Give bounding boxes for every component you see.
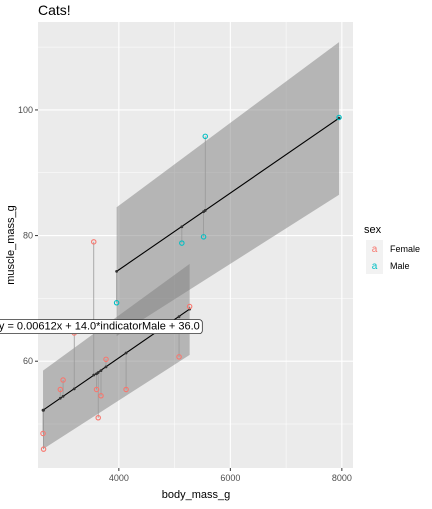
legend-label-female: Female: [390, 244, 420, 254]
legend-key-glyph: a: [372, 261, 378, 272]
data-point-female: [57, 386, 64, 393]
y-tick-label: 100: [18, 105, 33, 115]
fitted-point: [104, 365, 108, 369]
fitted-point: [58, 396, 62, 400]
fitted-point: [177, 315, 181, 319]
fitted-point: [180, 225, 184, 229]
annotation-text: y = 0.00612x + 14.0*indicatorMale + 36.0: [0, 321, 200, 333]
data-point-female: [103, 356, 109, 363]
data-point-male: [113, 300, 120, 306]
legend-key: [366, 240, 383, 257]
legend-title: sex: [364, 224, 382, 236]
x-axis-label: body_mass_g: [162, 489, 231, 501]
axes: 4000 6000 8000 60 80 100: [18, 105, 352, 483]
data-point-female: [186, 303, 193, 310]
data-point-female: [98, 393, 104, 399]
chart-title: Cats!: [38, 2, 71, 18]
fitted-point: [42, 408, 45, 412]
fitted-point: [96, 371, 100, 374]
fitted-point: [203, 209, 207, 212]
fitted-point: [72, 387, 76, 391]
data-point-female: [60, 377, 66, 383]
legend-label-male: Male: [390, 261, 410, 271]
fitted-point: [337, 116, 341, 120]
confidence-band-male: [116, 42, 340, 337]
data-point-female: [93, 386, 100, 393]
data-point-male: [202, 133, 209, 140]
fitted-point: [124, 351, 128, 355]
data-points: [40, 114, 342, 452]
data-point-female: [95, 414, 101, 421]
y-tick-label: 80: [23, 231, 33, 241]
legend-key: [366, 257, 383, 274]
x-tick-label: 6000: [220, 473, 240, 483]
fit-line-male: [116, 117, 340, 272]
y-tick-label: 60: [23, 356, 33, 366]
x-tick-label: 8000: [332, 473, 352, 483]
data-point-female: [91, 239, 97, 245]
data-point-male: [200, 234, 207, 240]
data-point-female: [40, 446, 47, 452]
data-point-female: [40, 430, 46, 437]
x-tick-label: 4000: [109, 473, 129, 483]
data-point-female: [123, 386, 129, 393]
confidence-bands: [43, 42, 340, 450]
data-point-male: [179, 240, 185, 246]
fitted-point: [115, 269, 119, 273]
y-axis-label: muscle_mass_g: [5, 205, 17, 284]
data-point-male: [336, 114, 342, 121]
fitted-point: [92, 373, 96, 377]
legend-key-glyph: a: [372, 244, 378, 255]
legend: sex a Female a Male: [364, 224, 420, 274]
fitted-point: [61, 394, 65, 398]
data-point-female: [176, 354, 182, 360]
annotation-label: y = 0.00612x + 14.0*indicatorMale + 36.0: [0, 319, 203, 335]
annotation-box: [0, 319, 203, 335]
fitted-point: [99, 369, 103, 373]
